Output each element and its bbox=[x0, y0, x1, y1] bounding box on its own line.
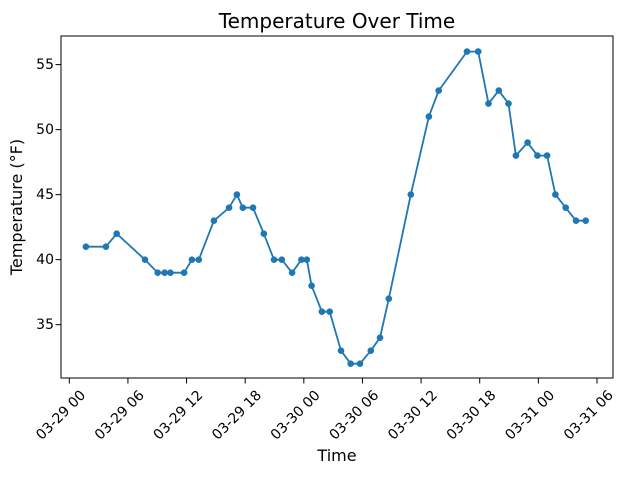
temperature-line bbox=[85, 50, 587, 365]
x-tick-label: 03-30 18 bbox=[444, 388, 500, 444]
x-tick-label: 03-31 06 bbox=[561, 387, 617, 443]
data-point-marker bbox=[298, 256, 305, 264]
data-point-marker bbox=[270, 256, 278, 264]
data-point-marker bbox=[337, 347, 345, 355]
x-tick-label: 03-29 06 bbox=[92, 387, 148, 443]
y-axis-label: Temperature (°F) bbox=[7, 139, 26, 276]
data-point-marker bbox=[367, 347, 375, 355]
data-point-marker bbox=[495, 87, 503, 94]
y-tick-label: 50 bbox=[36, 122, 54, 138]
data-point-marker bbox=[260, 230, 268, 237]
data-point-marker bbox=[278, 256, 286, 264]
data-point-marker bbox=[141, 256, 149, 264]
data-point-marker bbox=[463, 48, 471, 55]
data-point-marker bbox=[239, 204, 247, 211]
data-point-marker bbox=[485, 100, 492, 107]
data-point-marker bbox=[524, 139, 531, 146]
data-point-marker bbox=[385, 295, 393, 303]
x-tick-label: 03-30 12 bbox=[385, 388, 441, 444]
data-point-marker bbox=[505, 100, 512, 107]
data-point-marker bbox=[407, 191, 415, 198]
data-point-marker bbox=[356, 360, 364, 368]
data-point-marker bbox=[249, 204, 257, 211]
plot-frame bbox=[60, 35, 614, 379]
data-point-marker bbox=[347, 360, 355, 368]
plot-area: 35 40 45 50 55 03-29 00 03-29 06 03-29 12 03-29 … bbox=[33, 35, 617, 444]
y-tick-label: 45 bbox=[36, 187, 54, 203]
data-point-marker bbox=[102, 243, 110, 250]
data-point-marker bbox=[113, 230, 120, 237]
x-tick-label: 03-29 00 bbox=[33, 388, 89, 444]
data-point-marker bbox=[303, 256, 311, 264]
y-tick-label: 55 bbox=[36, 57, 54, 73]
x-axis-label: Time bbox=[316, 446, 356, 465]
data-point-marker bbox=[534, 152, 541, 159]
x-tick-label: 03-29 12 bbox=[151, 388, 207, 444]
data-point-marker bbox=[210, 217, 218, 224]
data-point-marker bbox=[474, 48, 482, 55]
data-point-marker bbox=[195, 256, 203, 264]
data-point-marker bbox=[308, 282, 315, 290]
data-point-marker bbox=[543, 152, 551, 159]
data-point-marker bbox=[288, 269, 296, 277]
x-tick-label: 03-30 06 bbox=[326, 387, 382, 443]
y-tick-label: 40 bbox=[36, 252, 54, 268]
data-point-marker bbox=[425, 113, 433, 120]
data-point-marker bbox=[552, 191, 559, 198]
x-tick-label: 03-31 00 bbox=[502, 388, 558, 444]
data-point-marker bbox=[82, 243, 90, 250]
data-point-marker bbox=[318, 308, 326, 316]
data-point-marker bbox=[326, 308, 334, 316]
data-point-marker bbox=[154, 269, 161, 277]
x-tick-label: 03-30 00 bbox=[268, 388, 324, 444]
data-point-marker bbox=[562, 204, 569, 211]
chart-title: Temperature Over Time bbox=[218, 9, 455, 33]
data-point-marker bbox=[572, 217, 580, 224]
data-point-marker bbox=[233, 191, 241, 198]
data-point-marker bbox=[512, 152, 520, 159]
data-point-marker bbox=[188, 256, 196, 264]
data-point-marker bbox=[435, 87, 443, 94]
x-tick-label: 03-29 18 bbox=[209, 388, 265, 444]
data-point-marker bbox=[582, 217, 589, 224]
y-tick-label: 35 bbox=[36, 317, 54, 333]
data-point-marker bbox=[180, 269, 188, 277]
data-point-marker bbox=[225, 204, 233, 211]
data-point-marker bbox=[161, 269, 168, 277]
data-point-marker bbox=[167, 269, 174, 277]
data-point-marker bbox=[376, 334, 384, 342]
